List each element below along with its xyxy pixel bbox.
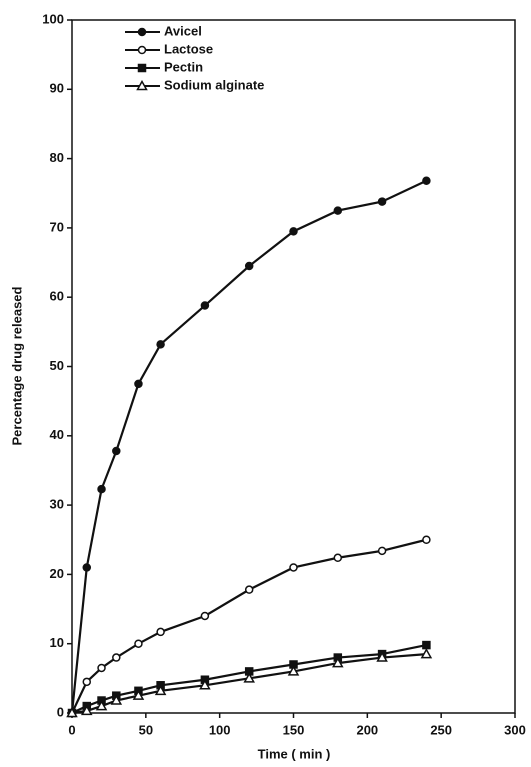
- marker: [97, 663, 106, 673]
- marker: [377, 197, 387, 206]
- y-tick-label: 0: [57, 704, 64, 719]
- marker: [332, 657, 344, 668]
- marker: [289, 227, 298, 236]
- series-line: [71, 538, 427, 714]
- legend-marker: [137, 45, 147, 55]
- marker: [422, 640, 431, 650]
- y-tick-label: 50: [50, 358, 64, 373]
- y-tick-label: 80: [50, 150, 64, 165]
- y-tick-label: 60: [50, 289, 64, 304]
- y-tick-label: 70: [50, 219, 64, 234]
- marker: [333, 206, 343, 215]
- marker: [95, 700, 108, 711]
- x-tick-label: 50: [139, 722, 153, 737]
- legend-label: Sodium alginate: [164, 77, 264, 92]
- marker: [134, 639, 143, 648]
- series-line: [71, 652, 427, 715]
- marker: [333, 553, 343, 563]
- marker: [97, 484, 106, 494]
- legend-label: Lactose: [164, 41, 213, 56]
- marker: [156, 627, 165, 637]
- marker: [244, 585, 254, 594]
- marker: [244, 261, 254, 271]
- marker: [422, 535, 431, 544]
- y-tick-label: 20: [50, 566, 64, 581]
- marker: [132, 689, 145, 700]
- y-tick-label: 40: [50, 427, 64, 442]
- x-tick-label: 0: [68, 722, 75, 737]
- marker: [82, 677, 92, 687]
- x-tick-label: 300: [504, 722, 526, 737]
- marker: [110, 694, 123, 705]
- marker: [156, 340, 165, 349]
- marker: [66, 706, 78, 718]
- marker: [199, 679, 211, 690]
- x-tick-label: 150: [283, 722, 305, 737]
- legend-marker: [136, 79, 148, 91]
- y-tick-label: 90: [50, 81, 64, 96]
- y-tick-label: 30: [50, 497, 64, 512]
- y-tick-label: 100: [42, 11, 64, 26]
- x-tick-label: 100: [209, 722, 231, 737]
- marker: [377, 546, 387, 556]
- marker: [200, 611, 210, 621]
- legend-label: Pectin: [164, 59, 203, 74]
- marker: [243, 672, 255, 683]
- marker: [112, 653, 121, 662]
- marker: [200, 301, 210, 310]
- marker: [422, 176, 431, 186]
- marker: [289, 563, 298, 572]
- marker: [420, 648, 433, 659]
- marker: [287, 665, 300, 676]
- marker: [134, 379, 143, 389]
- y-axis-label: Percentage drug released: [9, 286, 24, 445]
- marker: [376, 651, 388, 662]
- series-line: [70, 179, 427, 714]
- legend-label: Avicel: [164, 23, 202, 38]
- x-axis-label: Time ( min ): [258, 746, 331, 761]
- legend-marker: [137, 27, 147, 37]
- marker: [80, 704, 93, 716]
- legend-marker: [137, 63, 147, 73]
- x-tick-label: 200: [356, 722, 378, 737]
- marker: [82, 563, 92, 572]
- plot-frame: [71, 19, 516, 714]
- marker: [154, 684, 167, 696]
- x-tick-label: 250: [430, 722, 452, 737]
- marker: [112, 446, 121, 456]
- y-tick-label: 10: [50, 635, 64, 650]
